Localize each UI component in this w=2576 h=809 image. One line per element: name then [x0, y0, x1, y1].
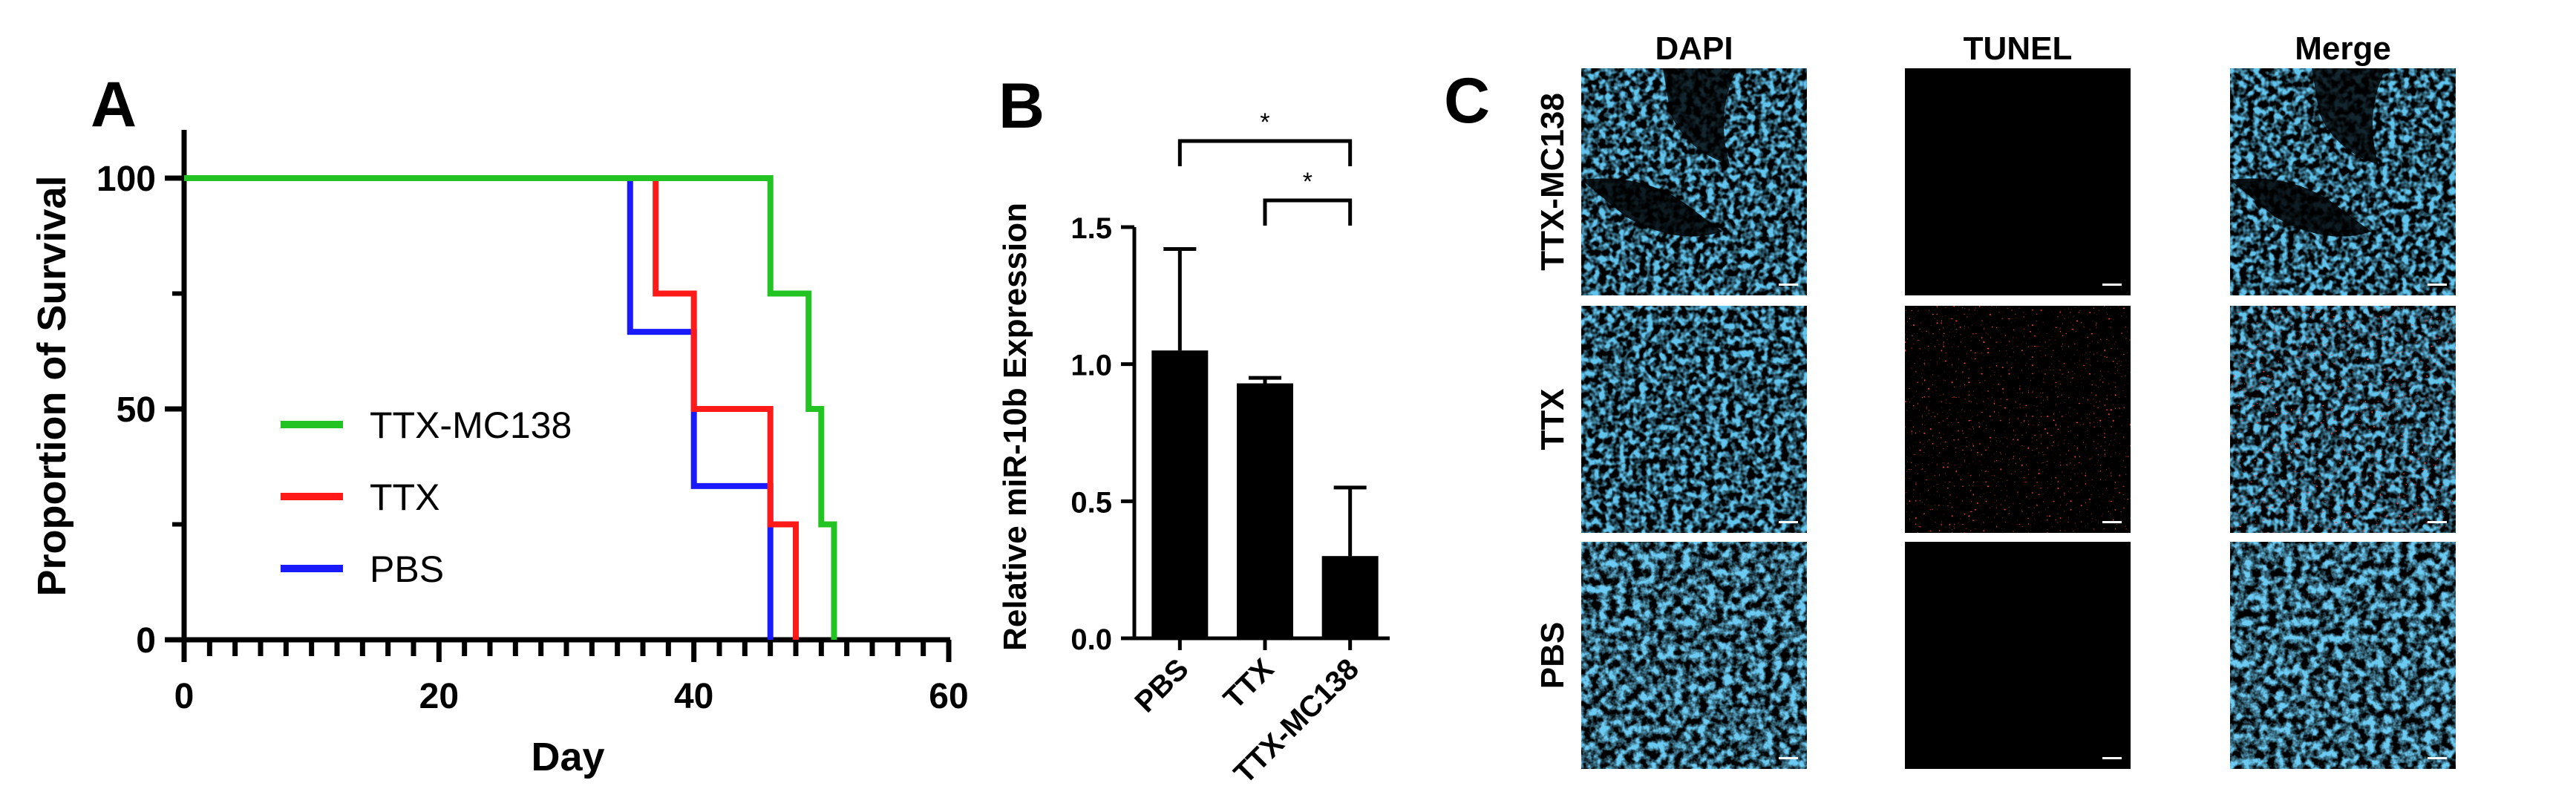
micrograph-pbs-merge [2230, 542, 2456, 769]
tunel-stain [2230, 68, 2456, 295]
x-tick-label: TTX [1217, 652, 1281, 715]
scale-bar [2102, 284, 2122, 286]
dapi-stain [1581, 542, 1807, 769]
panel-b-significance: ** [1177, 108, 1353, 226]
micrograph-background [1905, 542, 2131, 769]
x-tick-label: 0 [174, 677, 194, 716]
panel-a-y-axis-title: Proportion of Survival [30, 175, 74, 596]
scale-bar [2102, 757, 2122, 759]
legend-label: PBS [370, 548, 444, 590]
bar [1321, 556, 1379, 638]
micrograph-pbs-tunel [1905, 542, 2131, 769]
panel-a-legend: TTX-MC138 TTX PBS [281, 404, 572, 590]
x-tick-label: 60 [929, 677, 968, 716]
panel-a: A Proportion of Survival Day 0 20 40 60 0 50 1… [30, 69, 969, 779]
panel-b: B Relative miR-10b Expression 0.0 0.5 1.0 1… [997, 71, 1390, 790]
scale-bar [2102, 521, 2122, 523]
scale-bar [2428, 521, 2447, 523]
scale-bar [1779, 284, 1798, 286]
y-tick-label: 0.0 [1070, 623, 1112, 656]
tunel-stain [1905, 68, 2131, 295]
micrograph-ttx-mc138-tunel [1905, 68, 2131, 295]
dapi-stain [2230, 542, 2456, 769]
panel-a-label: A [91, 69, 137, 140]
panel-c-image-grid: DAPI TUNEL Merge TTX-MC138 TTX PBS [1534, 30, 2456, 769]
dapi-stain [1581, 306, 1807, 533]
micrograph-ttx-mc138-merge [2230, 68, 2456, 295]
bar [1151, 350, 1209, 638]
micrograph-pbs-dapi [1581, 542, 1807, 769]
survival-curve-ttx-mc138 [184, 175, 837, 640]
y-tick-label: 50 [117, 390, 156, 430]
significance-bracket [1263, 198, 1353, 226]
tissue-void [1663, 68, 1737, 165]
micrograph-ttx-dapi [1581, 306, 1807, 533]
row-header: TTX [1534, 388, 1571, 450]
panel-a-x-axis-title: Day [531, 735, 604, 779]
scale-bar [1779, 757, 1798, 759]
row-header: PBS [1534, 622, 1571, 689]
panel-a-ticks: 0 20 40 60 0 50 100 [97, 160, 969, 716]
panel-c: C DAPI TUNEL Merge TTX-MC138 TTX PBS [1444, 30, 2456, 769]
micrograph-ttx-mc138-dapi [1581, 68, 1807, 295]
panel-b-y-axis-title: Relative miR-10b Expression [997, 203, 1033, 651]
legend-label: TTX [370, 476, 439, 518]
x-tick-label: PBS [1128, 652, 1194, 718]
x-tick-label: 20 [419, 677, 459, 716]
significance-marker: * [1303, 168, 1312, 196]
scale-bar [1779, 521, 1798, 523]
bar [1237, 383, 1293, 638]
panel-c-label: C [1444, 65, 1490, 137]
y-tick-label: 0 [136, 621, 156, 661]
scale-bar [2428, 284, 2447, 286]
column-header: Merge [2295, 30, 2391, 67]
tunel-signal [1905, 306, 2131, 533]
legend-label: TTX-MC138 [370, 404, 572, 446]
micrograph-ttx-merge [2230, 306, 2456, 533]
y-tick-label: 1.5 [1070, 212, 1112, 245]
y-tick-label: 100 [97, 160, 156, 199]
significance-bracket [1177, 139, 1353, 166]
row-header: TTX-MC138 [1534, 93, 1571, 271]
significance-marker: * [1260, 108, 1269, 137]
panel-a-survival-curves [184, 175, 837, 640]
survival-curve-ttx [184, 175, 799, 640]
panel-b-label: B [998, 71, 1045, 142]
column-header: TUNEL [1964, 30, 2073, 67]
tunel-signal [2230, 306, 2456, 533]
scale-bar [2428, 757, 2447, 759]
x-tick-label: 40 [674, 677, 713, 716]
tissue-void [1581, 178, 1722, 237]
y-tick-label: 0.5 [1070, 486, 1112, 519]
tunel-signal [1905, 68, 2131, 295]
tunel-signal [2230, 68, 2456, 295]
column-header: DAPI [1655, 30, 1733, 67]
y-tick-label: 1.0 [1070, 350, 1112, 382]
micrograph-ttx-tunel [1905, 306, 2131, 533]
